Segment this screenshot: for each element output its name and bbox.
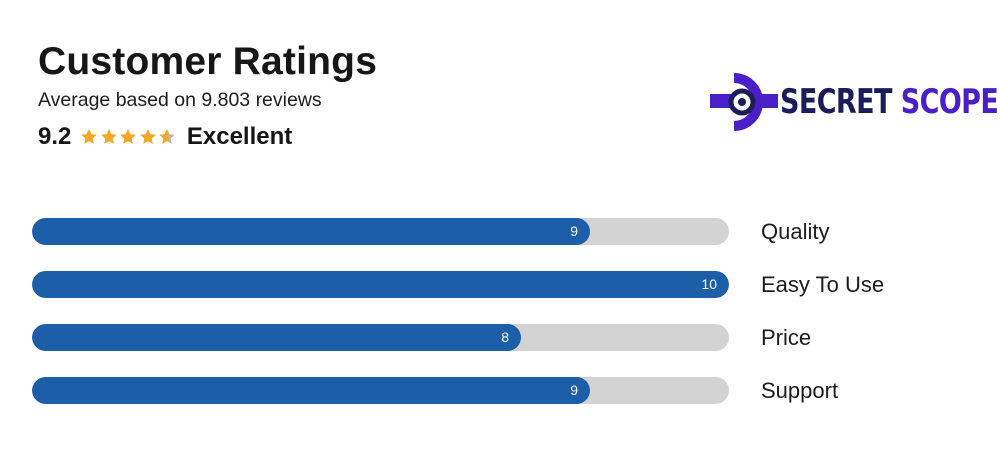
score-verdict: Excellent <box>186 123 293 150</box>
rating-bar-fill: 9 <box>32 377 590 404</box>
rating-row: 9 Quality <box>32 218 962 245</box>
rating-bar-track: 9 <box>32 218 729 245</box>
brand-word-scope: SCOPE <box>900 82 999 122</box>
average-score: 9.2 <box>38 123 72 150</box>
score-row: 9.2 Excellent <box>38 122 292 152</box>
brand-logo: SECRET SCOPE <box>708 72 999 132</box>
star-icon <box>140 129 156 144</box>
eye-scope-icon <box>710 73 778 131</box>
rating-row: 9 Support <box>32 377 962 404</box>
page-title: Customer Ratings <box>38 40 378 83</box>
rating-bar-fill: 10 <box>32 271 729 298</box>
brand-word-secret: SECRET <box>780 82 892 122</box>
star-icon <box>81 129 98 144</box>
rating-value: 9 <box>570 382 578 398</box>
rating-label: Price <box>761 325 812 350</box>
rating-value: 9 <box>570 223 578 239</box>
rating-bar-track: 10 <box>32 271 729 298</box>
rating-bar-track: 8 <box>32 324 729 351</box>
star-icon <box>159 129 176 144</box>
rating-row: 8 Price <box>32 324 962 351</box>
rating-label: Quality <box>761 219 830 244</box>
rating-value: 8 <box>501 329 509 345</box>
rating-label: Easy To Use <box>761 272 885 297</box>
rating-row: 10 Easy To Use <box>32 271 962 298</box>
rating-label: Support <box>761 378 839 403</box>
star-rating <box>80 128 178 146</box>
reviews-summary: Average based on 9.803 reviews <box>38 89 322 111</box>
rating-value: 10 <box>701 276 717 292</box>
rating-bar-track: 9 <box>32 377 729 404</box>
rating-bar-fill: 9 <box>32 218 590 245</box>
rating-bar-fill: 8 <box>32 324 521 351</box>
brand-name: SECRET SCOPE <box>780 82 999 122</box>
star-icon <box>101 129 117 144</box>
star-icon <box>120 129 137 144</box>
